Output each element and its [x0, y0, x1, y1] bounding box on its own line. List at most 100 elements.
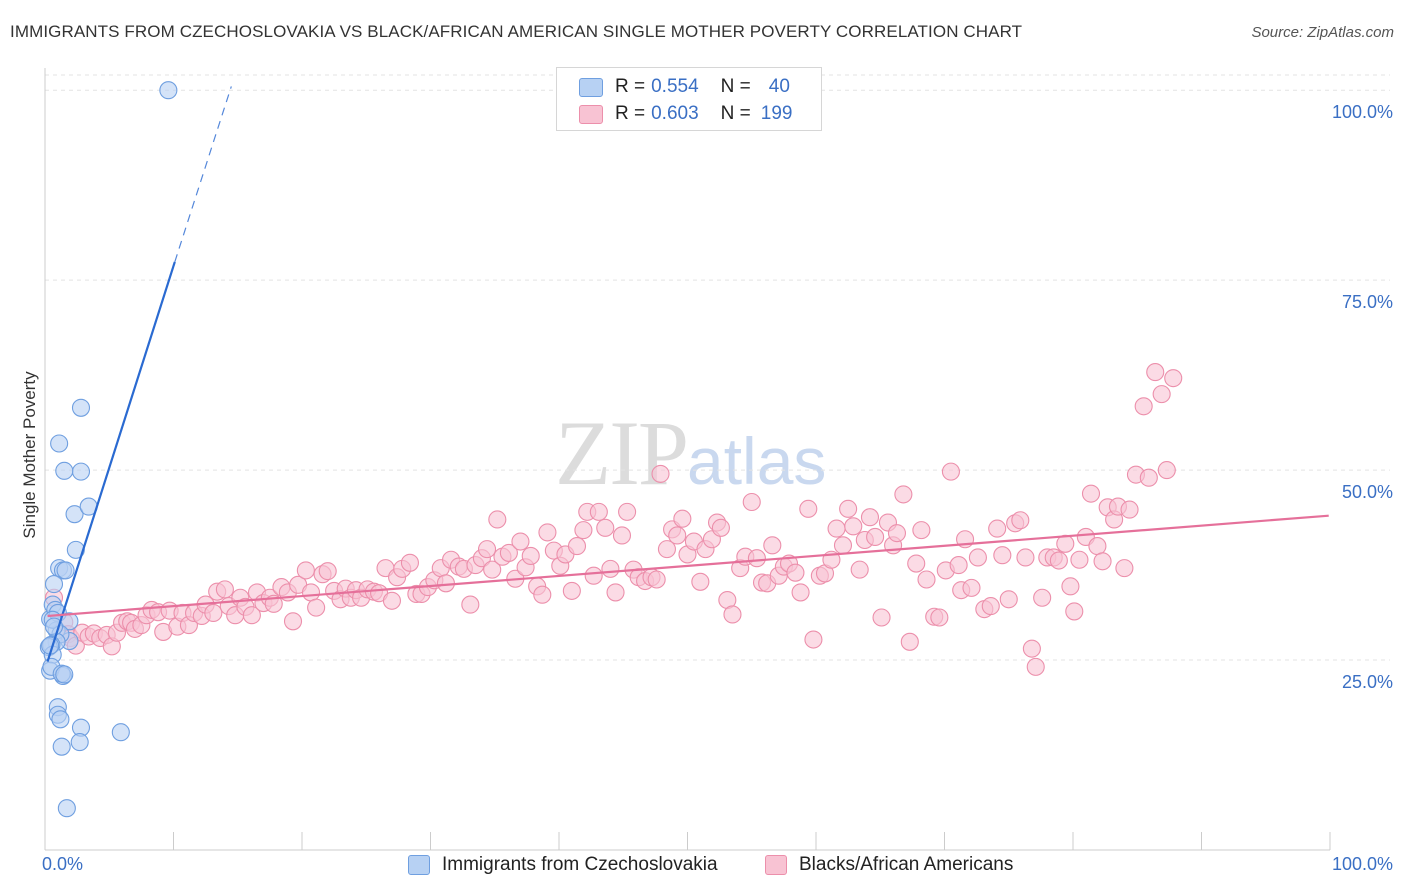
point-black-african-american: [1134, 397, 1153, 416]
point-black-african-american: [612, 526, 632, 545]
point-black-african-american: [647, 570, 666, 589]
watermark-atlas: atlas: [687, 424, 827, 498]
point-black-african-american: [307, 598, 326, 617]
point-black-african-american: [1049, 551, 1068, 570]
point-black-african-american: [1115, 559, 1134, 578]
point-black-african-american: [900, 632, 919, 651]
point-black-african-american: [1065, 602, 1084, 621]
point-black-african-american: [400, 553, 419, 572]
point-czechoslovakia: [111, 723, 130, 742]
point-black-african-american: [742, 492, 761, 512]
point-black-african-american: [1026, 657, 1045, 676]
point-czechoslovakia: [56, 561, 75, 580]
point-black-african-american: [930, 608, 949, 627]
point-black-african-american: [872, 608, 891, 627]
trendline-black-african-american: [47, 514, 1329, 618]
point-black-african-american: [574, 521, 593, 540]
y-tick-label: 100.0%: [1332, 102, 1393, 122]
legend-swatch-blue: [579, 77, 603, 97]
point-black-african-american: [1088, 537, 1107, 556]
point-black-african-american: [483, 560, 502, 579]
point-black-african-american: [1146, 363, 1165, 382]
bottom-legend-label: Blacks/African Americans: [799, 854, 1014, 875]
legend-r-value: 0.603: [651, 103, 699, 124]
point-czechoslovakia: [70, 733, 89, 752]
point-black-african-american: [907, 554, 926, 573]
point-black-african-american: [791, 583, 810, 602]
legend-r-label: R =: [615, 76, 646, 97]
legend-n-value: 199: [760, 103, 793, 124]
point-black-african-american: [691, 572, 710, 591]
correlation-legend: R = 0.554 N = 40 R = 0.603 N = 199: [556, 67, 822, 131]
point-black-african-american: [912, 521, 931, 540]
point-czechoslovakia: [52, 737, 71, 756]
point-black-african-american: [538, 523, 557, 542]
point-black-african-american: [318, 562, 337, 581]
point-black-african-american: [601, 559, 620, 578]
point-czechoslovakia: [71, 462, 91, 481]
point-black-african-american: [844, 517, 863, 536]
point-black-african-american: [839, 499, 858, 518]
point-black-african-american: [382, 591, 402, 610]
bottom-legend-swatch-blue: [408, 855, 430, 875]
point-czechoslovakia: [44, 575, 64, 594]
point-czechoslovakia: [71, 398, 91, 417]
point-black-african-american: [833, 536, 853, 555]
point-black-african-american: [296, 561, 315, 580]
legend-swatch-pink: [579, 104, 603, 124]
point-black-african-american: [461, 595, 480, 614]
legend-n-label: N =: [720, 103, 751, 124]
x-tick-label: 0.0%: [42, 854, 83, 874]
point-black-african-american: [673, 509, 692, 528]
point-black-african-american: [215, 580, 234, 599]
point-black-african-american: [804, 630, 823, 649]
legend-row-black-african-american: R = 0.603 N = 199: [579, 102, 792, 126]
point-czechoslovakia: [51, 710, 70, 729]
bottom-legend-czechoslovakia: Immigrants from Czechoslovakia: [408, 852, 718, 878]
legend-r-value: 0.554: [651, 76, 699, 97]
point-black-african-american: [799, 499, 818, 518]
point-black-african-american: [657, 540, 676, 559]
trendline-extension-czechoslovakia: [174, 86, 232, 263]
point-czechoslovakia: [55, 665, 74, 684]
point-black-african-american: [511, 532, 530, 551]
point-black-african-american: [283, 612, 303, 631]
trendline-czechoslovakia: [46, 261, 176, 662]
point-black-african-american: [1061, 577, 1080, 596]
point-black-african-american: [488, 510, 507, 529]
point-black-african-american: [988, 519, 1007, 538]
point-black-african-american: [1139, 468, 1158, 487]
point-black-african-american: [606, 583, 625, 602]
point-black-african-american: [827, 519, 846, 538]
point-black-african-american: [860, 508, 880, 527]
point-black-african-american: [651, 464, 670, 483]
point-black-african-american: [850, 560, 869, 579]
point-black-african-american: [941, 462, 960, 481]
point-black-african-american: [1081, 484, 1101, 503]
point-czechoslovakia: [55, 461, 74, 480]
point-black-african-american: [981, 597, 1000, 616]
chart-source: Source: ZipAtlas.com: [1251, 24, 1394, 41]
y-tick-label: 50.0%: [1342, 482, 1393, 502]
bottom-legend-black-african-american: Blacks/African Americans: [765, 852, 1013, 878]
legend-r-label: R =: [615, 103, 646, 124]
legend-row-czechoslovakia: R = 0.554 N = 40: [579, 75, 790, 99]
point-black-african-american: [668, 526, 687, 545]
y-tick-label: 75.0%: [1342, 292, 1393, 312]
point-black-african-american: [562, 581, 581, 600]
point-black-african-american: [968, 548, 987, 567]
point-black-african-american: [499, 543, 518, 562]
chart-title: IMMIGRANTS FROM CZECHOSLOVAKIA VS BLACK/…: [10, 22, 1023, 41]
point-czechoslovakia: [57, 799, 76, 818]
point-black-african-american: [533, 585, 552, 604]
bottom-legend-label: Immigrants from Czechoslovakia: [442, 854, 718, 875]
point-black-african-american: [1022, 639, 1041, 658]
point-black-african-american: [1152, 385, 1171, 404]
point-black-african-american: [1164, 369, 1183, 388]
point-black-african-american: [1033, 588, 1052, 607]
point-czechoslovakia: [66, 540, 85, 559]
point-black-african-american: [723, 605, 742, 624]
point-black-african-american: [1120, 500, 1139, 519]
point-black-african-american: [917, 570, 936, 589]
